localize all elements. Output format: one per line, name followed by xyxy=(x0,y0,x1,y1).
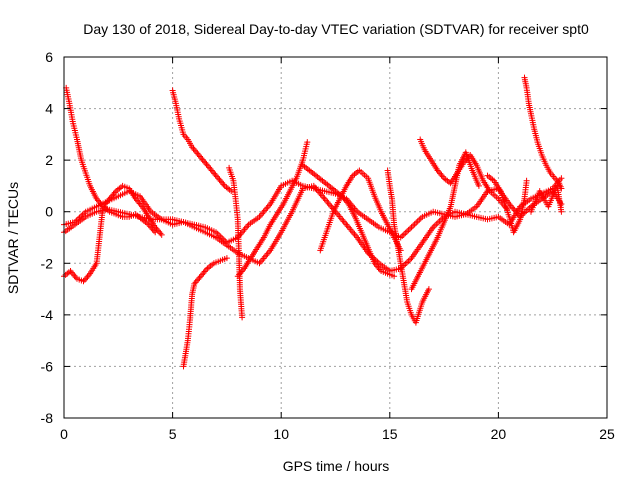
series-track-b xyxy=(61,182,565,274)
data-point xyxy=(416,216,423,223)
data-point xyxy=(558,208,565,215)
data-point xyxy=(111,189,118,196)
data-point xyxy=(391,273,398,280)
data-point xyxy=(523,177,530,184)
series-track-d xyxy=(63,84,159,236)
series-track-p xyxy=(528,182,565,215)
series-track-l xyxy=(417,136,511,213)
data-point xyxy=(158,231,165,238)
x-axis-label: GPS time / hours xyxy=(283,458,390,474)
series-track-n xyxy=(484,172,530,236)
x-tick-label: 5 xyxy=(169,426,177,442)
y-tick-label: -6 xyxy=(41,358,54,374)
series-track-h xyxy=(234,139,311,280)
x-tick-label: 25 xyxy=(599,426,615,442)
data-points xyxy=(61,74,565,370)
data-point xyxy=(425,286,432,293)
chart-title: Day 130 of 2018, Sidereal Day-to-day VTE… xyxy=(83,21,589,37)
x-tick-label: 20 xyxy=(491,426,507,442)
x-tick-label: 10 xyxy=(273,426,289,442)
series-track-m xyxy=(408,149,482,293)
axis-ticks: 0 5 10 15 20 25 -8 -6 -4 -2 0 2 4 6 xyxy=(41,49,615,442)
y-tick-label: 2 xyxy=(45,152,53,168)
series-track-k xyxy=(384,167,432,326)
data-point xyxy=(304,139,311,146)
data-point xyxy=(239,314,246,321)
data-point xyxy=(475,182,482,189)
series-track-g xyxy=(226,164,246,321)
y-tick-label: -4 xyxy=(41,307,54,323)
series-track-e xyxy=(169,87,235,195)
data-point xyxy=(228,188,235,195)
y-tick-label: 0 xyxy=(45,204,53,220)
data-point xyxy=(414,218,421,225)
data-point xyxy=(400,231,407,238)
y-tick-label: -2 xyxy=(41,255,54,271)
y-axis-label: SDTVAR / TECUs xyxy=(5,182,21,294)
series-track-c xyxy=(61,182,165,285)
y-tick-label: 6 xyxy=(45,49,53,65)
data-point xyxy=(223,255,230,262)
series-track-j xyxy=(317,167,404,254)
x-tick-label: 0 xyxy=(60,426,68,442)
series-track-f xyxy=(180,255,230,370)
y-tick-label: 4 xyxy=(45,101,53,117)
series-track-i xyxy=(299,162,398,280)
plot-frame xyxy=(63,56,608,419)
grid-lines xyxy=(64,57,607,418)
data-point xyxy=(152,229,159,236)
data-point xyxy=(399,233,406,239)
series-track-o xyxy=(521,74,565,192)
data-point xyxy=(558,175,565,182)
y-tick-label: -8 xyxy=(41,410,54,426)
x-tick-label: 15 xyxy=(382,426,398,442)
data-point xyxy=(431,222,438,229)
